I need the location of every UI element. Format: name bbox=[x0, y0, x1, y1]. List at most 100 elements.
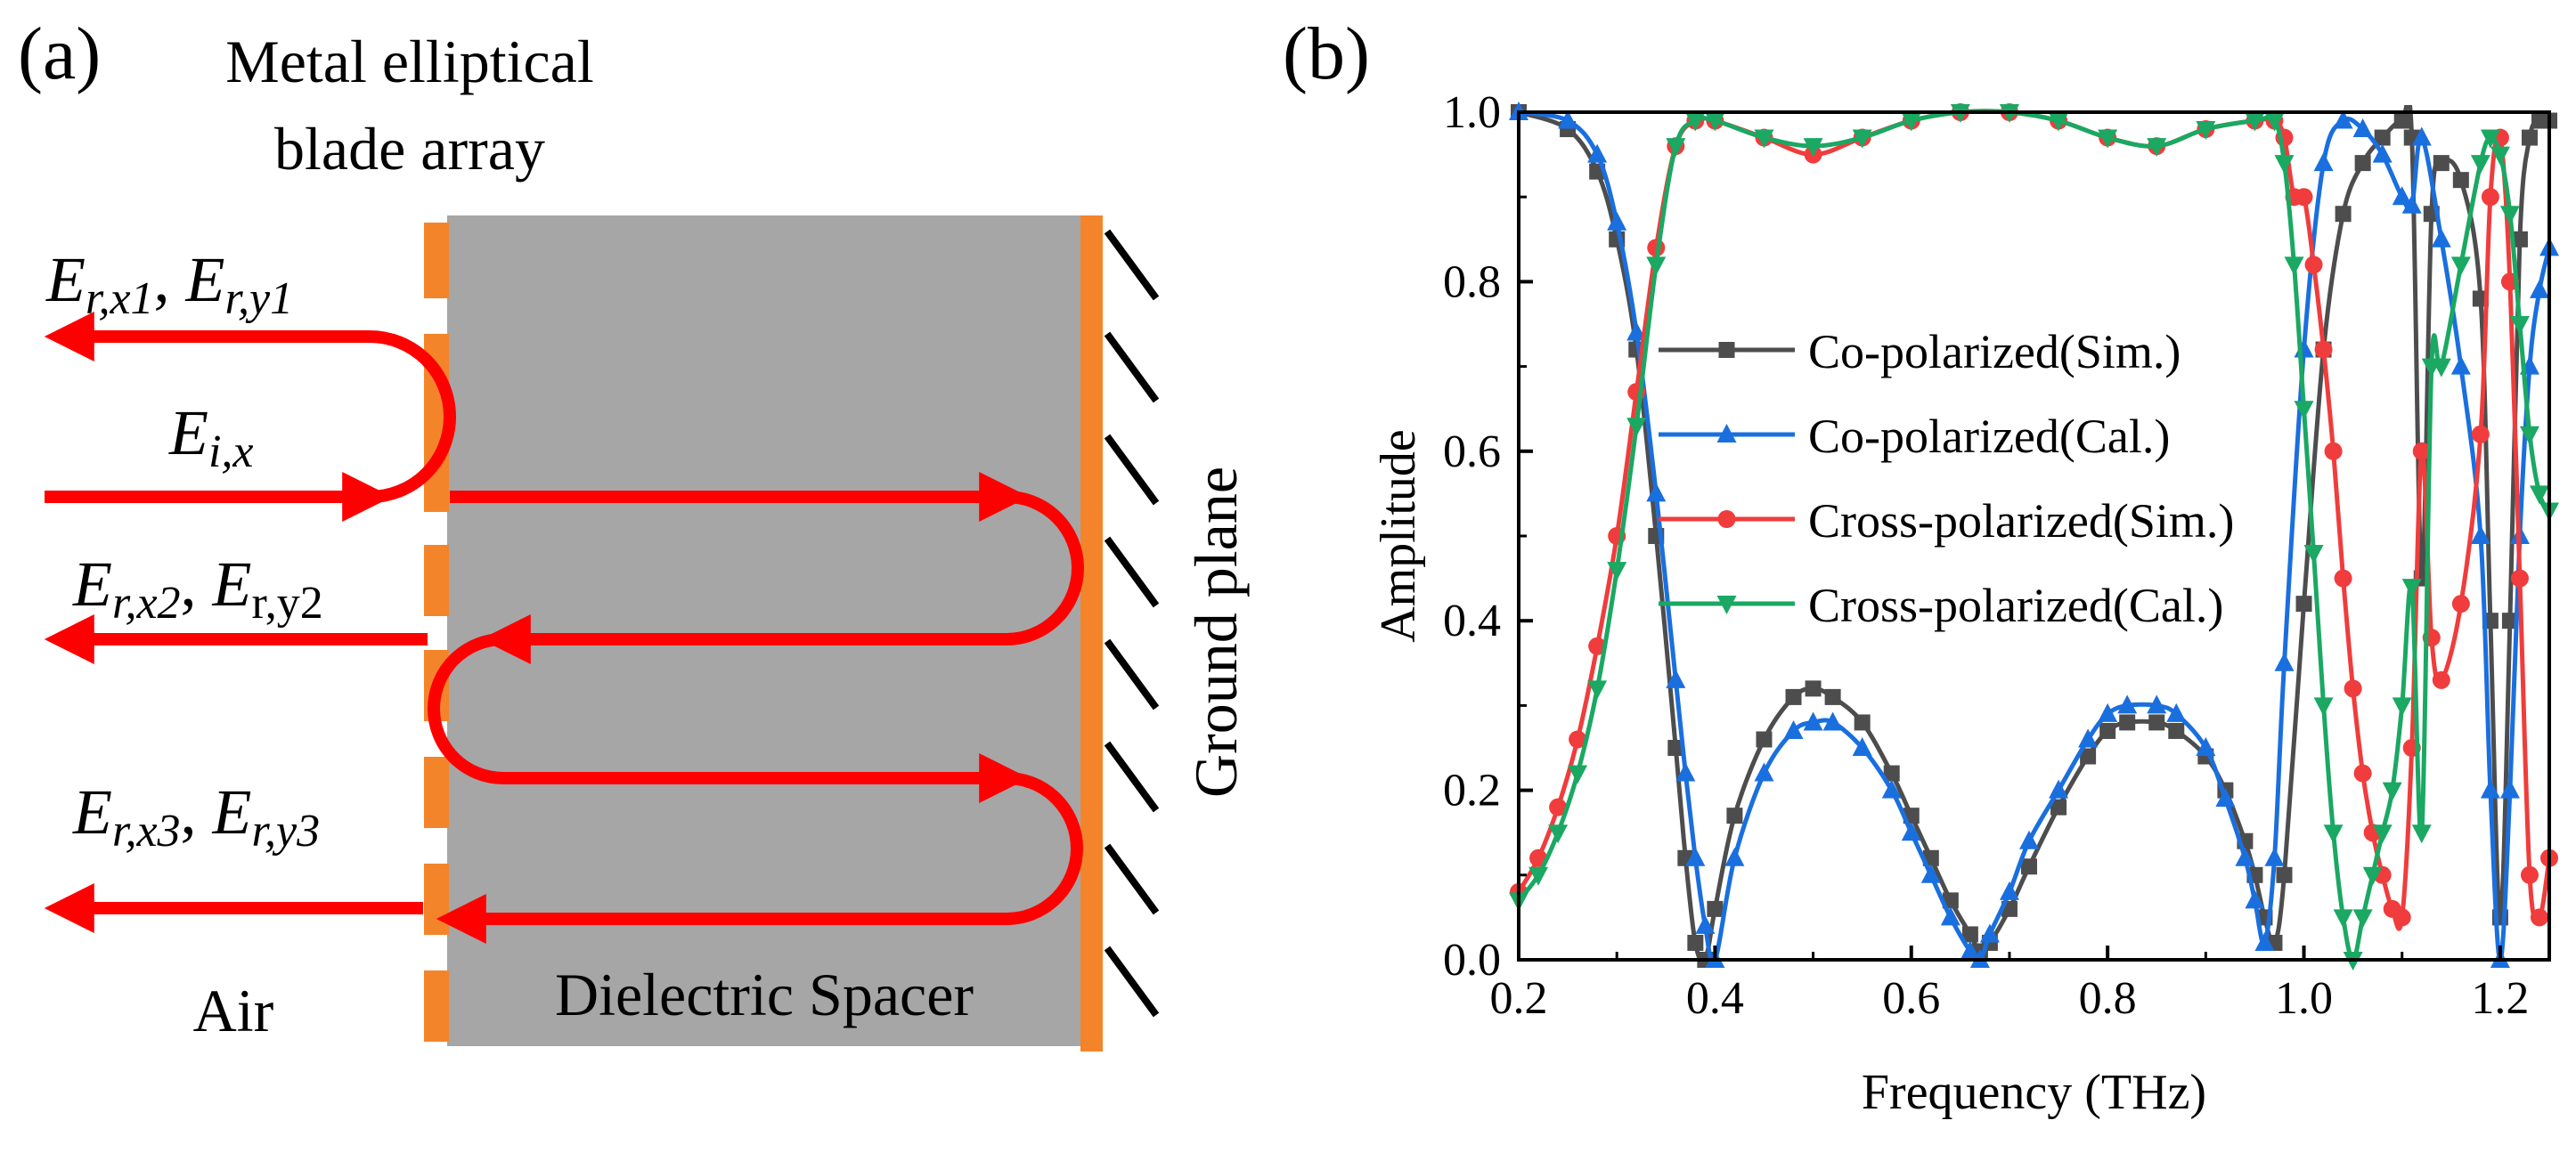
data-point bbox=[1587, 680, 1608, 700]
field-r3-label: Er,x3, Er,y3 bbox=[72, 776, 320, 857]
data-point bbox=[2471, 425, 2490, 443]
data-point bbox=[2511, 231, 2528, 248]
blade-array-title-line1: Metal elliptical bbox=[225, 28, 594, 95]
data-point bbox=[2264, 847, 2285, 866]
data-point bbox=[2147, 138, 2167, 158]
wave-paths bbox=[44, 312, 1084, 944]
data-point bbox=[1754, 762, 1774, 782]
data-point bbox=[2314, 340, 2333, 359]
data-point bbox=[1569, 730, 1587, 749]
data-point bbox=[2392, 186, 2412, 206]
internal-reflection-1 bbox=[480, 491, 1084, 664]
data-point bbox=[1626, 321, 1647, 341]
data-point bbox=[1685, 847, 1706, 866]
data-point bbox=[2080, 748, 2097, 765]
ground-plane-strip bbox=[1080, 215, 1103, 1052]
data-point bbox=[1785, 688, 1802, 705]
data-point bbox=[1528, 866, 1549, 886]
data-point bbox=[2354, 155, 2371, 172]
data-point bbox=[1549, 798, 1568, 816]
panel-b-label: (b) bbox=[1283, 12, 1370, 95]
data-point bbox=[2313, 697, 2334, 717]
data-point bbox=[2382, 782, 2402, 801]
data-point bbox=[2450, 355, 2471, 375]
data-point bbox=[1626, 418, 1647, 437]
data-point bbox=[2215, 788, 2236, 808]
data-point bbox=[2304, 256, 2323, 274]
data-point bbox=[1822, 711, 1843, 731]
blade bbox=[424, 970, 449, 1042]
air-label: Air bbox=[193, 977, 274, 1044]
data-point bbox=[2470, 525, 2490, 544]
blade-array bbox=[424, 223, 449, 1042]
data-point bbox=[2519, 426, 2539, 445]
data-point bbox=[2276, 866, 2293, 883]
data-point bbox=[2245, 112, 2265, 132]
data-point bbox=[2147, 694, 2167, 714]
data-point bbox=[1695, 914, 1716, 934]
data-point bbox=[2333, 110, 2353, 129]
y-tick-label: 1.0 bbox=[1443, 87, 1501, 138]
data-point bbox=[2018, 830, 2039, 849]
data-point bbox=[2470, 155, 2490, 175]
data-point bbox=[2372, 824, 2393, 844]
data-point bbox=[2254, 931, 2275, 951]
data-point bbox=[1920, 864, 1941, 883]
data-point bbox=[1588, 637, 1607, 655]
data-point bbox=[1724, 847, 1745, 866]
data-point bbox=[2235, 847, 2255, 866]
data-point bbox=[1666, 669, 1686, 688]
x-tick-label: 0.4 bbox=[1686, 973, 1744, 1024]
data-point bbox=[1666, 138, 1686, 158]
data-point bbox=[2245, 889, 2265, 909]
data-point bbox=[1803, 138, 1823, 158]
data-point bbox=[1803, 711, 1823, 731]
data-point bbox=[1707, 900, 1724, 917]
y-tick-label: 0.2 bbox=[1443, 766, 1501, 816]
data-point bbox=[2362, 866, 2383, 886]
panel-b: (b) 0.2 0.4 0.6 0.8 1.0 1.20.00.20.40.60.81.0… bbox=[1283, 12, 2559, 1120]
data-point bbox=[1901, 822, 1921, 841]
data-point bbox=[2374, 129, 2391, 146]
data-point bbox=[2499, 206, 2520, 225]
data-point bbox=[2529, 485, 2549, 505]
data-point bbox=[2352, 909, 2373, 929]
legend-label: Cross-polarized(Cal.) bbox=[1808, 579, 2223, 632]
data-point bbox=[2324, 442, 2343, 460]
internal-reflection-3 bbox=[436, 772, 1083, 944]
data-point bbox=[2334, 569, 2352, 588]
legend-label: Cross-polarized(Sim.) bbox=[1808, 494, 2234, 548]
y-tick-label: 0.4 bbox=[1443, 596, 1501, 646]
data-point bbox=[1901, 112, 1921, 132]
legend-marker bbox=[1718, 342, 1735, 358]
data-point bbox=[2295, 596, 2312, 613]
data-point bbox=[2401, 579, 2422, 598]
data-point bbox=[2392, 697, 2412, 717]
data-point bbox=[2412, 442, 2431, 460]
data-point bbox=[2450, 256, 2471, 276]
data-point bbox=[2049, 779, 2069, 799]
x-axis-label: Frequency (THz) bbox=[1862, 1065, 2206, 1120]
data-point bbox=[2521, 129, 2538, 146]
legend-marker bbox=[1716, 596, 1737, 614]
data-point bbox=[2372, 143, 2393, 163]
data-point bbox=[1607, 211, 1627, 231]
spacer-label: Dielectric Spacer bbox=[555, 961, 974, 1028]
data-point bbox=[1754, 129, 1774, 149]
data-point bbox=[2166, 702, 2187, 722]
data-point bbox=[1852, 737, 1872, 756]
data-point bbox=[1854, 714, 1871, 731]
data-point bbox=[2284, 256, 2304, 276]
legend-label: Co-polarized(Sim.) bbox=[1808, 325, 2181, 378]
reflected-arrow-1 bbox=[44, 312, 456, 503]
blade-array-title-line2: blade array bbox=[274, 115, 545, 183]
data-point bbox=[2480, 129, 2500, 149]
y-tick-label: 0.6 bbox=[1443, 426, 1501, 477]
data-point bbox=[2303, 545, 2324, 564]
x-tick-label: 0.2 bbox=[1490, 973, 1548, 1024]
data-point bbox=[2452, 172, 2469, 189]
data-point bbox=[1883, 765, 1900, 782]
data-point bbox=[2323, 824, 2344, 844]
data-point bbox=[2480, 779, 2500, 799]
data-point bbox=[2501, 613, 2518, 629]
